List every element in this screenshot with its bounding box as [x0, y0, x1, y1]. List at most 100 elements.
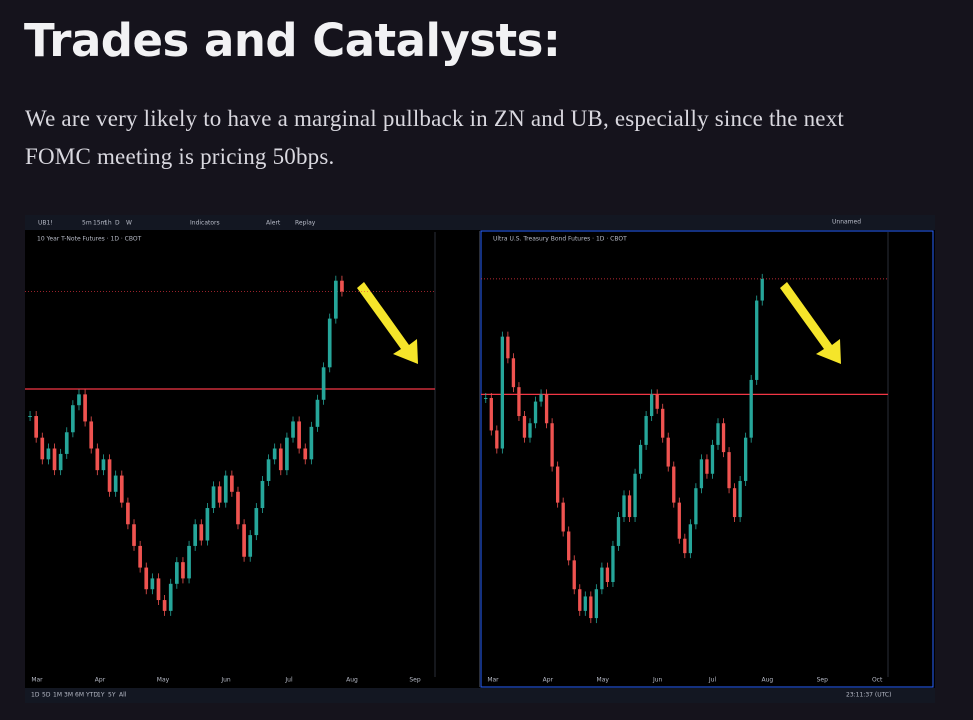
candle — [522, 416, 527, 438]
month-label: Mar — [31, 677, 43, 684]
candle — [622, 495, 626, 518]
candle — [760, 278, 764, 301]
paragraph-line: We are very likely to have a marginal pu… — [25, 106, 845, 131]
candle — [661, 408, 665, 438]
active-panel-border — [480, 230, 934, 688]
interval: 15m — [93, 220, 107, 227]
candle — [77, 394, 81, 406]
candle — [260, 480, 265, 509]
range: 6M — [75, 692, 84, 699]
candle — [627, 495, 632, 518]
candle — [755, 300, 759, 380]
candle — [34, 416, 39, 438]
month-label: May — [157, 677, 170, 684]
candle — [315, 399, 320, 427]
candle — [150, 578, 155, 590]
candle — [101, 459, 106, 471]
candle — [655, 394, 659, 409]
candle — [113, 475, 118, 492]
range: All — [119, 692, 127, 699]
candle — [132, 524, 136, 546]
candle — [107, 459, 112, 492]
candle — [199, 524, 204, 541]
month-label: Mar — [487, 677, 499, 684]
month-label: Jun — [652, 677, 663, 684]
candle — [649, 394, 654, 417]
candle — [266, 459, 271, 481]
candle — [489, 397, 493, 431]
candle — [126, 502, 130, 525]
candle — [144, 567, 149, 590]
arrow — [780, 282, 841, 364]
interval: D — [115, 220, 120, 227]
candle — [181, 562, 185, 579]
candle — [721, 423, 726, 453]
month-label: Aug — [346, 677, 358, 684]
candle — [732, 488, 737, 518]
alert-button: Alert — [266, 220, 281, 227]
candle — [340, 280, 344, 292]
candle — [58, 453, 63, 471]
candle — [544, 394, 549, 424]
layout-name: Unnamed — [832, 219, 861, 226]
candle — [683, 538, 687, 554]
candle — [309, 426, 314, 460]
candle — [644, 416, 648, 445]
month-label: Jul — [284, 677, 293, 684]
candle — [600, 567, 604, 590]
candle — [616, 517, 621, 546]
panel-title: Ultra U.S. Treasury Bond Futures · 1D · … — [493, 236, 627, 243]
candle — [174, 562, 179, 584]
month-label: May — [597, 677, 610, 684]
candle — [217, 486, 222, 503]
month-label: Sep — [817, 677, 829, 684]
month-label: Aug — [762, 677, 774, 684]
month-label: Sep — [409, 677, 421, 684]
month-label: Jul — [708, 677, 717, 684]
candle — [285, 437, 289, 471]
candle — [688, 524, 693, 554]
candle — [71, 405, 75, 433]
candle — [561, 502, 565, 532]
candle — [484, 397, 488, 399]
candle — [539, 394, 543, 402]
candle — [716, 423, 720, 445]
candle — [611, 545, 615, 583]
candle — [89, 421, 94, 449]
range: 5D — [42, 692, 51, 699]
range: YTD — [85, 692, 98, 699]
candle — [248, 535, 253, 557]
candle — [555, 466, 560, 503]
indicators-button[interactable]: Indicators — [190, 220, 220, 227]
candle — [567, 531, 571, 561]
candle — [710, 444, 715, 474]
paragraph-line: FOMC meeting is pricing 50bps. — [25, 144, 335, 169]
candle — [672, 466, 676, 503]
candle — [578, 589, 582, 611]
candle — [594, 589, 599, 619]
candle — [327, 318, 332, 368]
candle — [572, 560, 576, 590]
candle — [138, 545, 142, 568]
candle — [236, 491, 240, 525]
paragraph: We are very likely to have a marginal pu… — [25, 100, 955, 176]
candle — [694, 488, 698, 525]
candle — [162, 600, 167, 611]
candle — [583, 596, 587, 611]
candle — [46, 448, 51, 460]
candle — [95, 448, 100, 471]
range: 5Y — [108, 692, 116, 699]
candle — [743, 437, 748, 481]
interval: 5m — [82, 220, 92, 227]
candle — [517, 387, 521, 417]
candle — [291, 421, 295, 438]
candle — [40, 437, 45, 460]
bottom-toolbar — [25, 688, 935, 703]
candle — [699, 459, 704, 489]
candle — [550, 423, 554, 467]
month-label: Oct — [872, 677, 883, 684]
candle — [528, 423, 532, 438]
candle — [211, 486, 216, 509]
symbol: UB1! — [38, 220, 53, 227]
